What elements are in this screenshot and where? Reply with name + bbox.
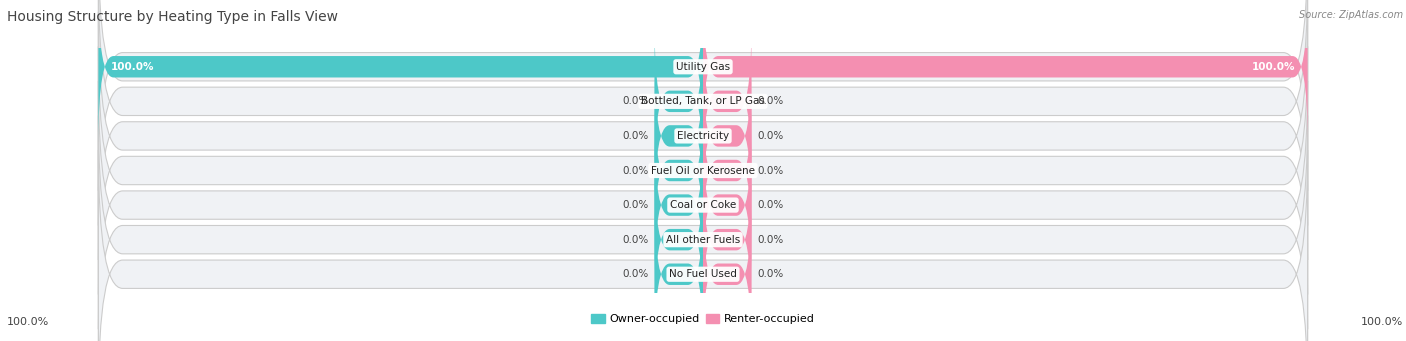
Text: No Fuel Used: No Fuel Used xyxy=(669,269,737,279)
FancyBboxPatch shape xyxy=(703,164,751,315)
FancyBboxPatch shape xyxy=(655,60,703,212)
Text: 0.0%: 0.0% xyxy=(623,200,648,210)
Text: 100.0%: 100.0% xyxy=(111,62,155,72)
Text: 0.0%: 0.0% xyxy=(758,97,783,106)
Text: 0.0%: 0.0% xyxy=(623,165,648,176)
FancyBboxPatch shape xyxy=(703,26,751,177)
FancyBboxPatch shape xyxy=(98,12,1308,260)
Text: 0.0%: 0.0% xyxy=(623,131,648,141)
Text: Fuel Oil or Kerosene: Fuel Oil or Kerosene xyxy=(651,165,755,176)
Text: Source: ZipAtlas.com: Source: ZipAtlas.com xyxy=(1299,10,1403,20)
Text: Electricity: Electricity xyxy=(676,131,730,141)
FancyBboxPatch shape xyxy=(98,81,1308,329)
FancyBboxPatch shape xyxy=(703,60,751,212)
Text: 0.0%: 0.0% xyxy=(758,200,783,210)
Text: All other Fuels: All other Fuels xyxy=(666,235,740,244)
FancyBboxPatch shape xyxy=(703,95,751,246)
Text: 100.0%: 100.0% xyxy=(1251,62,1295,72)
FancyBboxPatch shape xyxy=(703,0,1308,143)
Text: 0.0%: 0.0% xyxy=(758,269,783,279)
Text: Coal or Coke: Coal or Coke xyxy=(669,200,737,210)
FancyBboxPatch shape xyxy=(655,26,703,177)
FancyBboxPatch shape xyxy=(98,46,1308,295)
FancyBboxPatch shape xyxy=(655,95,703,246)
Text: 100.0%: 100.0% xyxy=(7,317,49,327)
FancyBboxPatch shape xyxy=(703,198,751,341)
Text: Utility Gas: Utility Gas xyxy=(676,62,730,72)
Text: Housing Structure by Heating Type in Falls View: Housing Structure by Heating Type in Fal… xyxy=(7,10,337,24)
FancyBboxPatch shape xyxy=(98,116,1308,341)
FancyBboxPatch shape xyxy=(655,164,703,315)
Text: 0.0%: 0.0% xyxy=(623,235,648,244)
FancyBboxPatch shape xyxy=(98,0,703,143)
FancyBboxPatch shape xyxy=(98,0,1308,225)
Legend: Owner-occupied, Renter-occupied: Owner-occupied, Renter-occupied xyxy=(586,309,820,329)
Text: 0.0%: 0.0% xyxy=(623,97,648,106)
Text: 0.0%: 0.0% xyxy=(758,131,783,141)
Text: 0.0%: 0.0% xyxy=(758,235,783,244)
FancyBboxPatch shape xyxy=(98,150,1308,341)
FancyBboxPatch shape xyxy=(655,129,703,281)
FancyBboxPatch shape xyxy=(98,0,1308,191)
FancyBboxPatch shape xyxy=(655,198,703,341)
Text: Bottled, Tank, or LP Gas: Bottled, Tank, or LP Gas xyxy=(641,97,765,106)
FancyBboxPatch shape xyxy=(703,129,751,281)
Text: 0.0%: 0.0% xyxy=(623,269,648,279)
Text: 0.0%: 0.0% xyxy=(758,165,783,176)
Text: 100.0%: 100.0% xyxy=(1361,317,1403,327)
